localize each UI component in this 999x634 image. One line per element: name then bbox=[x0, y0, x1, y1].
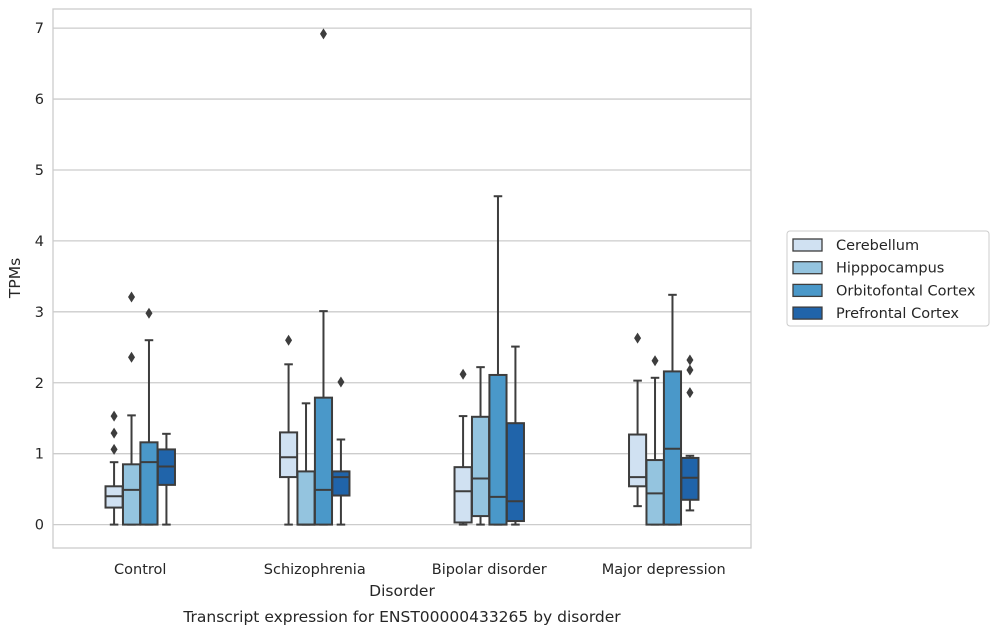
chart-caption: Transcript expression for ENST0000043326… bbox=[182, 608, 621, 626]
box-3-0 bbox=[156, 432, 176, 526]
legend: Cerebellum Hipppocampus Orbitofontal Corte… bbox=[786, 230, 990, 327]
y-tick-label: 2 bbox=[35, 376, 44, 392]
box-iqr bbox=[470, 415, 491, 518]
legend-swatch bbox=[792, 306, 823, 320]
y-axis-ticks: 0 1 2 3 4 5 6 7 bbox=[35, 21, 44, 533]
outlier-point bbox=[128, 351, 136, 363]
outlier-point bbox=[110, 443, 118, 455]
y-tick-label: 7 bbox=[35, 21, 44, 37]
box-iqr bbox=[331, 470, 351, 497]
legend-swatch bbox=[792, 238, 823, 252]
y-tick-label: 1 bbox=[35, 447, 44, 463]
box-0-0 bbox=[104, 410, 124, 526]
box-1-0 bbox=[121, 291, 142, 526]
box-iqr bbox=[121, 463, 142, 526]
box-2-2 bbox=[488, 195, 508, 526]
box-3-3 bbox=[680, 354, 700, 512]
legend-label: Hipppocampus bbox=[836, 261, 944, 277]
box-iqr bbox=[296, 470, 316, 526]
box-iqr bbox=[645, 459, 665, 526]
legend-label: Cerebellum bbox=[836, 238, 919, 254]
x-tick-label: Schizophrenia bbox=[264, 562, 366, 578]
box-iqr bbox=[453, 466, 473, 524]
plot-area-frame bbox=[52, 8, 752, 549]
outlier-point bbox=[337, 376, 345, 388]
y-tick-label: 6 bbox=[35, 92, 44, 108]
y-tick-label: 3 bbox=[35, 305, 44, 321]
box-iqr bbox=[505, 422, 525, 523]
outlier-point bbox=[634, 332, 642, 344]
outlier-point bbox=[145, 307, 153, 319]
legend-swatch bbox=[792, 283, 823, 298]
box-1-2 bbox=[470, 366, 491, 526]
x-axis-label: Disorder bbox=[369, 582, 435, 600]
box-0-2 bbox=[453, 368, 473, 526]
outlier-point bbox=[686, 364, 694, 376]
outlier-point bbox=[686, 387, 694, 399]
box-iqr bbox=[628, 433, 648, 488]
box-2-0 bbox=[139, 307, 159, 526]
box-iqr bbox=[279, 431, 299, 479]
outlier-point bbox=[319, 28, 327, 40]
y-tick-label: 5 bbox=[35, 163, 44, 179]
outlier-point bbox=[110, 410, 118, 422]
box-2-1 bbox=[313, 28, 334, 526]
box-3-1 bbox=[331, 376, 351, 526]
box-0-3 bbox=[628, 332, 648, 508]
legend-label: Orbitofontal Cortex bbox=[836, 283, 976, 299]
box-1-3 bbox=[645, 355, 665, 526]
outlier-point bbox=[459, 368, 467, 380]
x-tick-label: Control bbox=[114, 562, 166, 578]
box-iqr bbox=[680, 456, 700, 501]
boxes bbox=[104, 28, 700, 526]
box-iqr bbox=[313, 396, 334, 526]
outlier-point bbox=[651, 355, 659, 367]
box-2-3 bbox=[662, 293, 683, 526]
y-axis-label: TPMs bbox=[6, 258, 24, 299]
box-1-1 bbox=[296, 402, 316, 526]
legend-label: Prefrontal Cortex bbox=[836, 306, 959, 322]
x-axis-ticks: Control Schizophrenia Bipolar disorder Majo… bbox=[114, 562, 726, 578]
y-tick-label: 4 bbox=[35, 234, 44, 250]
y-tick-label: 0 bbox=[35, 518, 44, 534]
outlier-point bbox=[128, 291, 136, 303]
outlier-point bbox=[285, 334, 293, 346]
outlier-point bbox=[110, 427, 118, 439]
box-0-1 bbox=[279, 334, 299, 526]
x-tick-label: Major depression bbox=[602, 562, 726, 578]
box-iqr bbox=[488, 373, 508, 526]
outlier-point bbox=[686, 354, 694, 366]
legend-frame bbox=[786, 230, 990, 327]
legend-swatch bbox=[792, 261, 823, 275]
box-iqr bbox=[139, 441, 159, 526]
box-3-2 bbox=[505, 345, 525, 526]
x-tick-label: Bipolar disorder bbox=[432, 562, 547, 578]
